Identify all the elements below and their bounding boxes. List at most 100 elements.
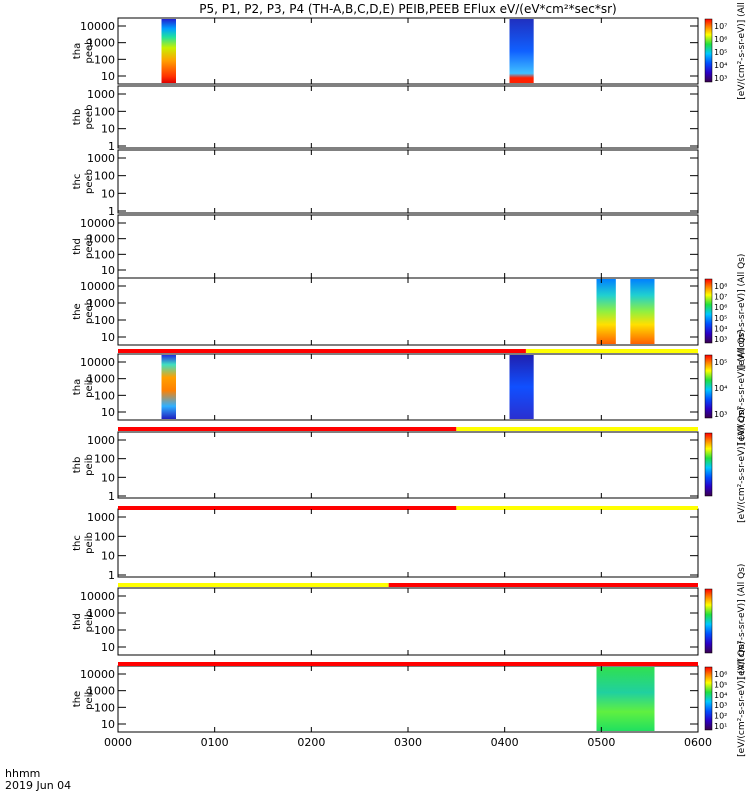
colorbar-tick-label: 10³ — [714, 74, 727, 83]
mode-bar-segment — [456, 506, 698, 510]
panel-instrument-label: peib — [84, 532, 95, 554]
y-tick-label: 100 — [94, 53, 115, 66]
y-tick-label: 1000 — [87, 37, 115, 50]
panel-frame — [117, 17, 699, 85]
panel-probe-label: thd — [72, 613, 83, 630]
panel-instrument-label: peeb — [84, 234, 95, 259]
colorbar — [704, 432, 713, 497]
colorbar-tick-label: 10⁶ — [714, 670, 727, 679]
x-tick-label: 0300 — [394, 736, 422, 749]
colorbar-label: [eV/(cm²-s-sr-eV)] (All — [737, 2, 747, 100]
panel-probe-label: tha — [72, 43, 83, 59]
x-tick-label: 0200 — [297, 736, 325, 749]
colorbar-label: [eV/(cm²-s-sr-eV)] (All Qs) — [737, 564, 747, 680]
y-tick-label: 1000 — [87, 297, 115, 310]
colorbar — [704, 278, 713, 344]
x-tick-label: 0600 — [684, 736, 712, 749]
panel-instrument-label: peib — [84, 611, 95, 633]
y-tick-label: 10 — [101, 70, 115, 83]
y-tick-label: 10 — [101, 406, 115, 419]
panel-instrument-label: peeb — [84, 105, 95, 130]
x-tick-label: 0100 — [201, 736, 229, 749]
colorbar-tick-label: 10⁵ — [714, 358, 727, 367]
colorbar-tick-label: 10⁶ — [714, 303, 727, 312]
colorbar-tick-label: 10⁴ — [714, 61, 727, 70]
panel-probe-label: thb — [72, 457, 83, 474]
y-tick-label: 1000 — [87, 233, 115, 246]
x-tick-label: 0500 — [587, 736, 615, 749]
y-tick-label: 100 — [94, 624, 115, 637]
mode-bar-segment — [118, 662, 698, 666]
y-tick-label: 10 — [101, 331, 115, 344]
panel-probe-label: the — [72, 303, 83, 319]
panel-frame — [117, 85, 699, 149]
y-tick-label: 100 — [94, 170, 115, 183]
colorbar-tick-label: 10² — [714, 712, 727, 721]
y-tick-label: 1 — [108, 140, 115, 153]
y-tick-label: 1 — [108, 490, 115, 503]
mode-bar-segment — [118, 427, 457, 431]
panel-frame — [117, 431, 699, 499]
spectrogram-block — [509, 19, 534, 83]
y-tick-label: 100 — [94, 105, 115, 118]
colorbar-tick-label: 10⁴ — [714, 384, 727, 393]
spectrogram-block — [596, 667, 655, 731]
spectrogram-block — [161, 355, 176, 419]
y-tick-label: 10 — [101, 264, 115, 277]
spectrogram-block — [596, 279, 616, 344]
colorbar-tick-label: 10⁵ — [714, 48, 727, 57]
colorbar-tick-label: 10⁸ — [714, 282, 727, 291]
y-tick-label: 1 — [108, 569, 115, 582]
colorbar-tick-label: 10⁵ — [714, 680, 727, 689]
y-tick-label: 1000 — [87, 685, 115, 698]
mode-bar-segment — [118, 349, 526, 353]
y-tick-label: 1000 — [87, 152, 115, 165]
y-tick-label: 10000 — [80, 280, 115, 293]
y-tick-label: 10000 — [80, 217, 115, 230]
y-tick-label: 10 — [101, 641, 115, 654]
mode-bar-segment — [388, 583, 698, 587]
colorbar-label: [eV/(cm²-s-sr-eV)] (All Qs) — [737, 254, 747, 370]
mode-bar-segment — [525, 349, 698, 353]
panel-probe-label: the — [72, 691, 83, 707]
panel-instrument-label: peeb — [84, 299, 95, 324]
colorbar-tick-label: 10⁷ — [714, 293, 727, 302]
colorbar-label: [eV/(cm²-s-sr-eV)] (All Qs) — [737, 641, 747, 757]
panel-instrument-label: peib — [84, 454, 95, 476]
spectrogram-block — [509, 355, 534, 419]
panel-instrument-label: peeb — [84, 39, 95, 64]
panel-frame — [117, 149, 699, 214]
panel-instrument-label: peeb — [84, 169, 95, 194]
colorbar-label: [eV/(cm²-s-sr-eV)] (All Qs) — [737, 329, 747, 445]
mode-bar-segment — [118, 506, 457, 510]
colorbar — [704, 588, 713, 654]
y-tick-label: 1000 — [87, 434, 115, 447]
y-tick-label: 10 — [101, 718, 115, 731]
colorbar-tick-label: 10⁵ — [714, 314, 727, 323]
colorbar-tick-label: 10³ — [714, 335, 727, 344]
panel-frame — [117, 353, 699, 421]
colorbar-tick-label: 10⁴ — [714, 691, 727, 700]
panel-probe-label: thc — [72, 535, 83, 551]
y-tick-label: 100 — [94, 530, 115, 543]
panel-probe-label: thc — [72, 174, 83, 190]
colorbar — [704, 354, 713, 419]
colorbar — [704, 18, 713, 83]
spectrogram-block — [161, 19, 176, 83]
colorbar-tick-label: 10³ — [714, 410, 727, 419]
x-tick-label: 0400 — [491, 736, 519, 749]
y-tick-label: 10000 — [80, 20, 115, 33]
y-tick-label: 1000 — [87, 373, 115, 386]
x-tick-label: 0000 — [104, 736, 132, 749]
y-tick-label: 100 — [94, 248, 115, 261]
y-tick-label: 10 — [101, 550, 115, 563]
y-tick-label: 100 — [94, 389, 115, 402]
y-tick-label: 100 — [94, 314, 115, 327]
y-tick-label: 100 — [94, 701, 115, 714]
y-tick-label: 1 — [108, 205, 115, 218]
y-tick-label: 10 — [101, 471, 115, 484]
colorbar-tick-label: 10¹ — [714, 722, 727, 731]
y-tick-label: 1000 — [87, 607, 115, 620]
